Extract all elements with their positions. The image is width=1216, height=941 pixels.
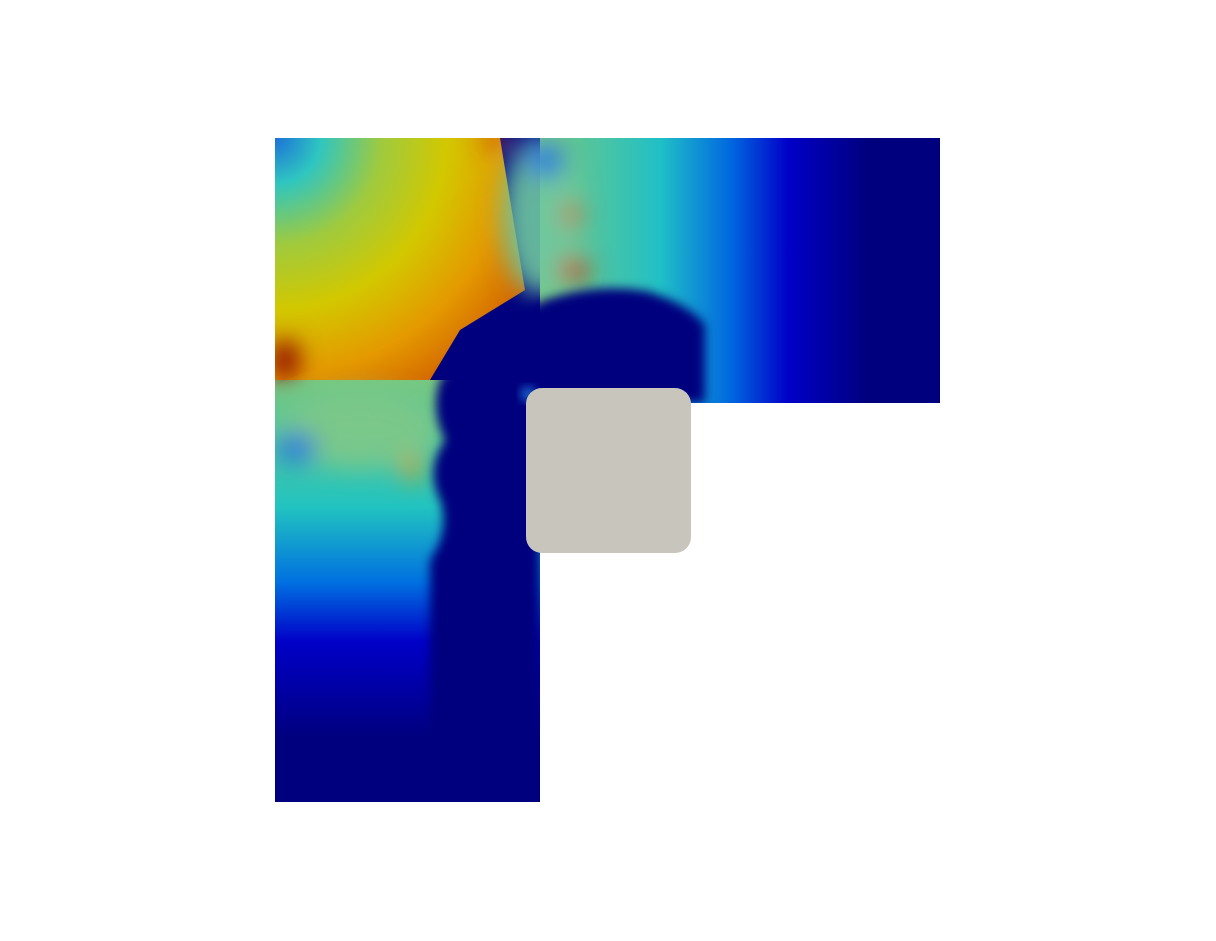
obstacle	[526, 388, 691, 553]
wake-zones	[275, 138, 588, 480]
low-value-zone	[430, 288, 705, 802]
corner-hot-region	[275, 138, 525, 380]
